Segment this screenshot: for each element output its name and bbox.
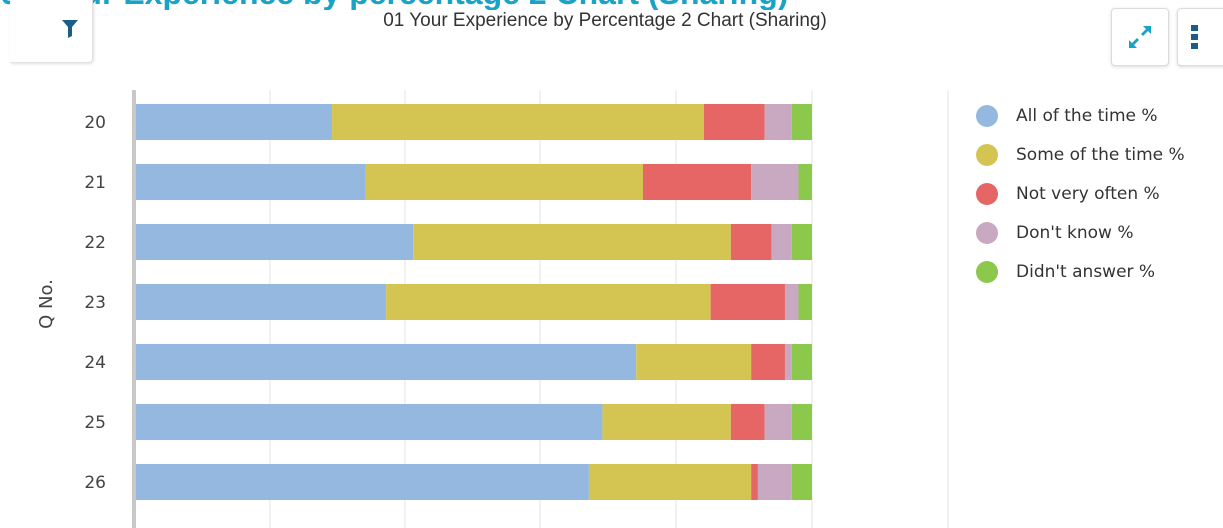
- bar-segment: [764, 404, 792, 440]
- chart-area: 20 21 22 23 24 25 26 Q No. All of the time % Som…: [0, 70, 1223, 528]
- more-options-button[interactable]: [1177, 8, 1223, 66]
- y-tick-label: 25: [84, 413, 106, 433]
- legend-label: All of the time %: [1016, 106, 1158, 126]
- legend-swatch: [976, 144, 998, 166]
- bar-segment: [136, 404, 603, 440]
- chart-title: 01 Your Experience by Percentage 2 Chart…: [383, 10, 827, 31]
- bar-segment: [784, 344, 792, 380]
- bar-segment: [703, 104, 765, 140]
- bar-segment: [136, 344, 637, 380]
- legend-label: Not very often %: [1016, 184, 1160, 204]
- y-tick-label: 26: [84, 473, 106, 493]
- bar-segment: [636, 344, 752, 380]
- bar-segment: [136, 104, 333, 140]
- bar-segment: [413, 224, 731, 260]
- bar-segment: [751, 164, 799, 200]
- y-tick-label: 23: [84, 293, 106, 313]
- bar-segment: [332, 104, 704, 140]
- expand-button[interactable]: [1111, 8, 1169, 66]
- y-tick-label: 24: [84, 353, 106, 373]
- bar-segment: [136, 464, 589, 500]
- filter-button[interactable]: [10, 0, 93, 63]
- bar-segment: [791, 464, 812, 500]
- bar-segment: [386, 284, 711, 320]
- bar-segment: [730, 404, 765, 440]
- bar-segment: [365, 164, 643, 200]
- bar-segment: [136, 164, 366, 200]
- bar-segment: [764, 104, 792, 140]
- filter-icon: [62, 20, 78, 38]
- bar-chart: 20 21 22 23 24 25 26 Q No.: [36, 90, 949, 528]
- bar-segment: [730, 224, 772, 260]
- page-heading: 01 Your Experience by percentage 2 Chart…: [0, 0, 1223, 10]
- legend-label: Don't know %: [1016, 223, 1134, 243]
- bar-segment: [602, 404, 731, 440]
- bar-segment: [771, 224, 792, 260]
- y-tick-label: 20: [84, 113, 106, 133]
- bar-segment: [751, 464, 758, 500]
- legend-swatch: [976, 261, 998, 283]
- bar-segment: [136, 224, 414, 260]
- bar-segment: [791, 224, 812, 260]
- bar-segment: [757, 464, 792, 500]
- legend-swatch: [976, 105, 998, 127]
- y-tick-label: 21: [84, 173, 106, 193]
- bar-segment: [643, 164, 752, 200]
- legend-swatch: [976, 222, 998, 244]
- bar-segment: [136, 284, 387, 320]
- expand-icon: [1129, 26, 1151, 48]
- bar-segment: [791, 104, 812, 140]
- bar-segment: [784, 284, 799, 320]
- bar-segment: [588, 464, 752, 500]
- y-tick-label: 22: [84, 233, 106, 253]
- legend-swatch: [976, 183, 998, 205]
- y-axis-title: Q No.: [36, 279, 57, 329]
- bar-segment: [798, 284, 812, 320]
- legend-label: Didn't answer %: [1016, 262, 1156, 282]
- bar-segment: [791, 344, 812, 380]
- more-vertical-icon: [1191, 25, 1198, 49]
- bar-segment: [710, 284, 785, 320]
- bar-segment: [791, 404, 812, 440]
- legend-label: Some of the time %: [1016, 145, 1185, 165]
- bar-segment: [798, 164, 812, 200]
- bar-segment: [751, 344, 785, 380]
